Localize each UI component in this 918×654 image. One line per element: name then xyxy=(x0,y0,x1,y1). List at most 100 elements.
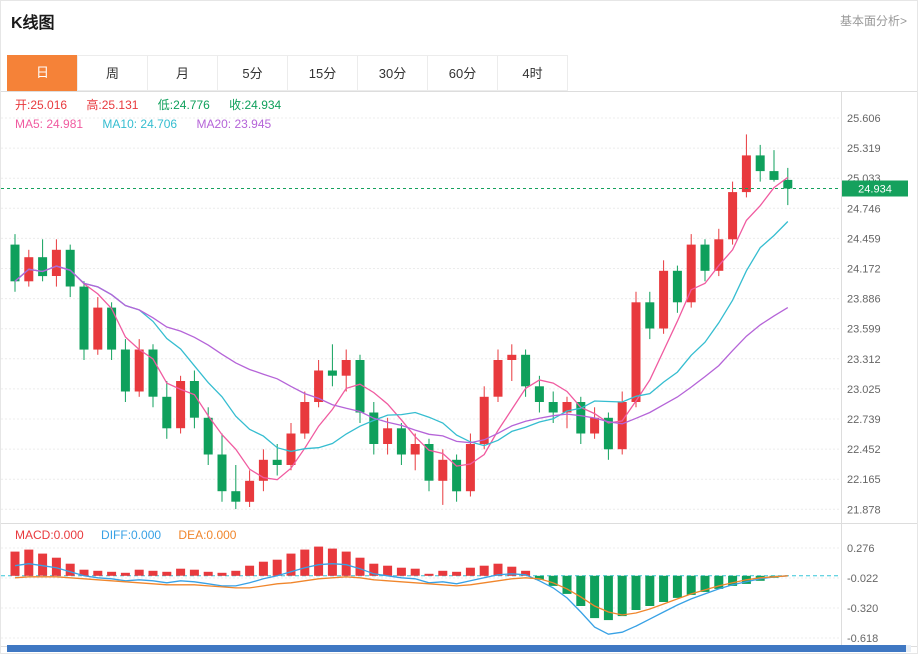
macd-legend: MACD:0.000 DIFF:0.000 DEA:0.000 xyxy=(15,528,250,542)
candle-body xyxy=(686,244,696,303)
ma20-line xyxy=(14,265,789,444)
macd-bar xyxy=(438,570,448,576)
macd-bar xyxy=(162,571,172,576)
ohlc-legend: 开:25.016 高:25.131 低:24.776 收:24.934 xyxy=(15,96,297,113)
dea-line xyxy=(14,575,788,616)
macd-bar xyxy=(51,557,61,576)
tab-15min[interactable]: 15分 xyxy=(287,55,358,91)
price-axis-label: 22.165 xyxy=(847,474,881,486)
candle-body xyxy=(424,444,434,481)
price-axis-label: 23.599 xyxy=(847,324,881,336)
candle-body xyxy=(79,286,89,350)
tab-day[interactable]: 日 xyxy=(7,55,78,91)
current-price-tag: 24.934 xyxy=(858,184,892,196)
candle-body xyxy=(107,307,117,350)
macd-bar xyxy=(120,572,130,576)
candle-body xyxy=(452,459,462,492)
macd-bar xyxy=(203,571,213,576)
candle-body xyxy=(479,396,489,444)
kline-chart-svg[interactable]: 25.60625.31925.03324.74624.45924.17223.8… xyxy=(1,91,918,647)
open-value: 开:25.016 xyxy=(15,98,68,112)
price-axis-label: 25.606 xyxy=(847,113,881,125)
price-axis-label: 24.459 xyxy=(847,233,881,245)
macd-bar xyxy=(686,575,696,595)
tab-month[interactable]: 月 xyxy=(147,55,218,91)
candle-body xyxy=(783,179,793,189)
candle-body xyxy=(410,444,420,455)
macd-bar xyxy=(659,575,669,602)
tab-30min[interactable]: 30分 xyxy=(357,55,428,91)
high-value: 高:25.131 xyxy=(86,98,139,112)
candle-body xyxy=(134,349,144,392)
macd-bar xyxy=(148,570,158,576)
macd-bar xyxy=(410,568,420,576)
ma10-value: MA10: 24.706 xyxy=(102,117,178,131)
price-axis-label: 22.739 xyxy=(847,414,881,426)
candle-body xyxy=(217,454,227,492)
candle-body xyxy=(51,249,61,276)
macd-bar xyxy=(521,570,531,576)
macd-bar xyxy=(383,565,393,576)
ma5-line xyxy=(14,176,789,481)
scrollbar-thumb[interactable] xyxy=(7,645,907,652)
macd-bar xyxy=(617,575,627,617)
low-value: 低:24.776 xyxy=(157,98,210,112)
price-axis-label: 21.878 xyxy=(847,504,881,516)
tab-5min[interactable]: 5分 xyxy=(217,55,288,91)
macd-bar xyxy=(645,575,655,606)
macd-bar xyxy=(327,548,337,576)
tab-4hour[interactable]: 4时 xyxy=(497,55,568,91)
candle-body xyxy=(465,444,475,492)
tab-week[interactable]: 周 xyxy=(77,55,148,91)
candle-body xyxy=(245,480,255,502)
macd-bar xyxy=(590,575,600,619)
candle-body xyxy=(176,381,186,429)
candle-body xyxy=(355,360,365,413)
candle-body xyxy=(203,417,213,455)
candle-body xyxy=(521,354,531,387)
tab-60min[interactable]: 60分 xyxy=(427,55,498,91)
price-axis-label: 23.886 xyxy=(847,294,881,306)
macd-bar xyxy=(79,569,89,576)
horizontal-scrollbar[interactable] xyxy=(7,645,911,652)
macd-bar xyxy=(355,557,365,576)
macd-bar xyxy=(231,570,241,576)
macd-bar xyxy=(534,575,544,580)
macd-bar xyxy=(10,551,20,576)
macd-bar xyxy=(672,575,682,598)
fundamental-analysis-link[interactable]: 基本面分析> xyxy=(839,14,907,28)
macd-bar xyxy=(728,575,738,586)
candle-body xyxy=(617,402,627,450)
macd-bar xyxy=(286,553,296,576)
macd-bar xyxy=(341,551,351,576)
macd-bar xyxy=(107,571,117,576)
candle-body xyxy=(231,491,241,502)
ma5-value: MA5: 24.981 xyxy=(15,117,84,131)
candle-body xyxy=(507,354,517,360)
macd-axis-label: -0.022 xyxy=(847,573,878,585)
macd-bar xyxy=(603,575,613,621)
macd-bar xyxy=(65,563,75,576)
dea-value: DEA:0.000 xyxy=(178,528,237,542)
candle-body xyxy=(576,402,586,434)
candle-body xyxy=(38,257,48,277)
macd-bar xyxy=(272,559,282,576)
macd-bar xyxy=(314,546,324,576)
macd-bar xyxy=(465,567,475,576)
macd-bar xyxy=(369,563,379,576)
candle-body xyxy=(396,428,406,455)
ma20-value: MA20: 23.945 xyxy=(196,117,272,131)
macd-bar xyxy=(396,567,406,576)
candle-body xyxy=(258,459,268,481)
price-axis-label: 23.025 xyxy=(847,384,881,396)
candle-body xyxy=(286,433,296,465)
price-axis-label: 25.319 xyxy=(847,143,881,155)
macd-bar xyxy=(300,549,310,576)
candle-body xyxy=(659,270,669,329)
macd-bar xyxy=(714,575,724,589)
price-axis-label: 22.452 xyxy=(847,444,881,456)
candle-body xyxy=(755,155,765,172)
candle-body xyxy=(534,386,544,402)
macd-bar xyxy=(700,575,710,592)
macd-bar xyxy=(424,573,434,576)
